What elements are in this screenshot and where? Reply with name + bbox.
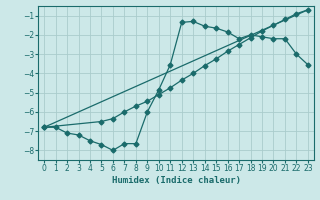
- X-axis label: Humidex (Indice chaleur): Humidex (Indice chaleur): [111, 176, 241, 185]
